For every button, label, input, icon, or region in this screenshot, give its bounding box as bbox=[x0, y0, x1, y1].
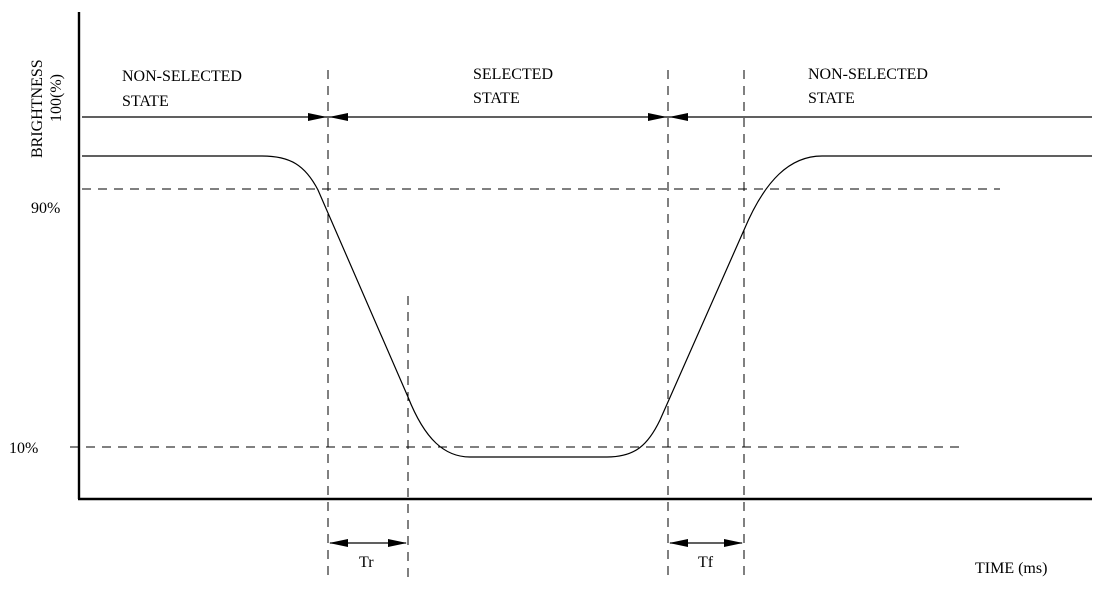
tr-arrowhead-left bbox=[329, 539, 348, 547]
arrowhead-right-boundary-out bbox=[669, 113, 688, 121]
tr-arrowhead-right bbox=[388, 539, 407, 547]
state-label-right-line1: NON-SELECTED bbox=[808, 66, 928, 83]
y-axis-label: BRIGHTNESS bbox=[29, 59, 46, 158]
tr-label: Tr bbox=[359, 554, 374, 571]
arrowhead-right-boundary-in bbox=[648, 113, 667, 121]
state-label-right-line2: STATE bbox=[808, 90, 855, 107]
arrowhead-left-boundary-in bbox=[308, 113, 327, 121]
arrowhead-left-boundary-out bbox=[329, 113, 348, 121]
tf-arrowhead-right bbox=[724, 539, 743, 547]
state-label-left-line1: NON-SELECTED bbox=[122, 68, 242, 85]
y-axis-unit-label: 100(%) bbox=[48, 74, 65, 122]
tick-label-10: 10% bbox=[9, 440, 38, 457]
state-label-middle-line2: STATE bbox=[473, 90, 520, 107]
tick-label-90: 90% bbox=[31, 200, 60, 217]
brightness-response-curve bbox=[82, 155, 1092, 458]
state-label-middle-line1: SELECTED bbox=[473, 66, 553, 83]
tf-arrowhead-left bbox=[669, 539, 688, 547]
tf-label: Tf bbox=[698, 554, 714, 571]
x-axis-label: TIME (ms) bbox=[975, 560, 1047, 577]
state-label-left-line2: STATE bbox=[122, 93, 169, 110]
